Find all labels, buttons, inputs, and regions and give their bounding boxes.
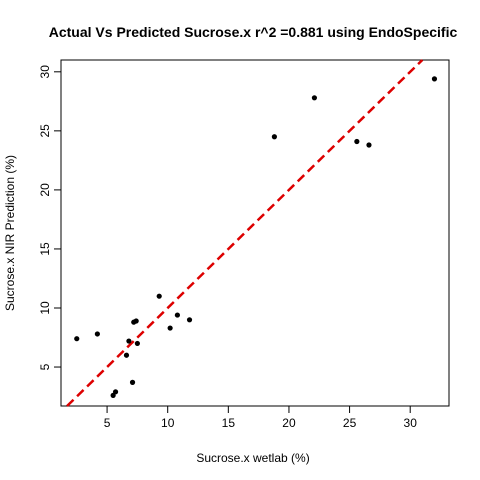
data-point xyxy=(366,142,372,148)
x-tick-label: 30 xyxy=(404,416,418,430)
data-points xyxy=(74,76,438,398)
data-point xyxy=(186,317,193,323)
x-axis: 5 10 15 20 25 30 xyxy=(104,405,418,430)
x-tick-label: 5 xyxy=(104,416,111,430)
data-point xyxy=(271,134,277,140)
x-tick-label: 15 xyxy=(222,416,236,430)
data-point xyxy=(126,338,132,344)
y-tick-label: 10 xyxy=(38,301,52,315)
fit-line xyxy=(66,59,424,407)
y-tick-label: 15 xyxy=(38,242,52,256)
data-point xyxy=(431,76,438,82)
data-point xyxy=(112,389,119,395)
x-axis-label: Sucrose.x wetlab (%) xyxy=(196,451,309,465)
data-point xyxy=(74,336,80,342)
data-point xyxy=(156,293,162,299)
x-tick-label: 10 xyxy=(161,416,175,430)
data-point xyxy=(94,331,100,337)
data-point xyxy=(134,340,140,347)
data-point xyxy=(311,95,318,101)
data-point xyxy=(133,318,139,324)
y-axis-label: Sucrose.x NIR Prediction (%) xyxy=(3,155,17,311)
y-axis: 5 10 15 20 25 30 xyxy=(38,65,62,370)
y-tick-label: 20 xyxy=(38,183,52,197)
y-tick-label: 25 xyxy=(38,124,52,138)
y-tick-label: 30 xyxy=(38,65,52,79)
y-tick-label: 5 xyxy=(38,363,52,370)
x-tick-label: 25 xyxy=(343,416,357,430)
data-point xyxy=(354,138,360,145)
data-point xyxy=(123,352,130,358)
chart-title: Actual Vs Predicted Sucrose.x r^2 =0.881… xyxy=(49,24,458,40)
data-point xyxy=(129,379,136,385)
data-point xyxy=(167,325,173,331)
data-point xyxy=(174,312,180,318)
x-tick-label: 20 xyxy=(282,416,296,430)
